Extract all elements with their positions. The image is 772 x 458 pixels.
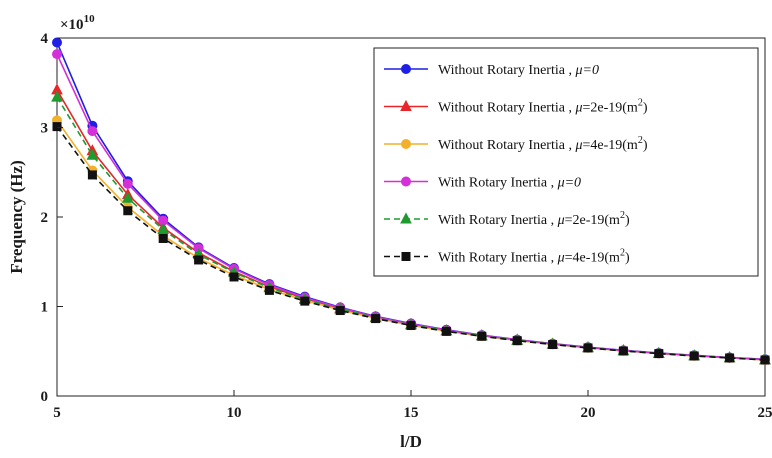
data-point (371, 314, 381, 324)
series-layer (51, 37, 771, 365)
data-point (87, 126, 98, 137)
y-tick-label: 3 (41, 121, 49, 137)
x-tick-label: 15 (404, 405, 419, 421)
legend-label: Without Rotary Inertia , μ=2e-19(m2) (438, 98, 648, 116)
data-point (583, 343, 593, 353)
y-multiplier: ×1010 (60, 13, 95, 33)
legend-entry: With Rotary Inertia , μ=0 (384, 176, 581, 191)
data-point (618, 346, 628, 356)
data-point (86, 148, 99, 160)
data-point (264, 285, 274, 295)
y-multiplier-exp: 10 (84, 13, 96, 25)
data-point (122, 178, 133, 189)
data-point (441, 326, 451, 336)
x-tick-label: 25 (758, 405, 772, 421)
x-axis-label: l/D (400, 432, 422, 451)
data-point (654, 349, 664, 359)
legend-entry: Without Rotary Inertia , μ=0 (384, 63, 599, 78)
data-point (512, 336, 522, 346)
data-point (229, 272, 239, 282)
legend-entry: Without Rotary Inertia , μ=4e-19(m2) (384, 135, 648, 153)
data-point (689, 351, 699, 361)
y-tick-label: 1 (41, 300, 49, 316)
x-tick-label: 5 (53, 405, 61, 421)
legend-entry: With Rotary Inertia , μ=4e-19(m2) (384, 248, 630, 266)
legend: Without Rotary Inertia , μ=0 Without Rota… (373, 47, 759, 277)
data-point (300, 296, 310, 306)
legend-label: Without Rotary Inertia , μ=4e-19(m2) (438, 135, 648, 153)
legend-label: With Rotary Inertia , μ=0 (438, 176, 581, 191)
y-tick-label: 0 (41, 389, 49, 405)
y-axis-label: Frequency (Hz) (7, 160, 26, 273)
legend-marker (401, 252, 411, 261)
legend-marker (401, 64, 411, 74)
legend-box (373, 47, 759, 277)
legend-marker (400, 99, 412, 111)
data-point (477, 331, 487, 341)
data-point (335, 306, 345, 316)
y-tick-label: 4 (41, 31, 49, 47)
x-tick-label: 20 (581, 405, 596, 421)
y-tick-label: 2 (41, 210, 49, 226)
legend-label: With Rotary Inertia , μ=4e-19(m2) (438, 248, 630, 266)
data-point (87, 170, 97, 180)
data-point (157, 222, 170, 235)
data-point (760, 355, 770, 365)
legend-marker (400, 212, 412, 224)
legend-label: With Rotary Inertia , μ=2e-19(m2) (438, 210, 630, 228)
data-point (548, 340, 558, 350)
series-line (56, 96, 766, 361)
ticks-layer: 5 10 15 20 25 0 1 2 3 4 (41, 31, 772, 421)
legend-label: Without Rotary Inertia , μ=0 (438, 63, 599, 78)
data-point (158, 233, 168, 243)
legend-entry: With Rotary Inertia , μ=2e-19(m2) (384, 210, 630, 228)
x-tick-label: 10 (227, 405, 242, 421)
legend-marker (401, 176, 411, 187)
data-point (51, 90, 63, 102)
data-point (194, 255, 204, 265)
data-point (406, 320, 416, 330)
data-point (725, 353, 735, 363)
data-point (52, 49, 62, 60)
y-multiplier-base: ×10 (60, 17, 84, 33)
data-point (123, 206, 133, 216)
legend-entry: Without Rotary Inertia , μ=2e-19(m2) (384, 98, 648, 116)
legend-marker (401, 139, 411, 149)
data-point (52, 37, 62, 48)
series-6 (52, 122, 770, 365)
data-point (121, 191, 134, 203)
data-point (52, 122, 62, 132)
